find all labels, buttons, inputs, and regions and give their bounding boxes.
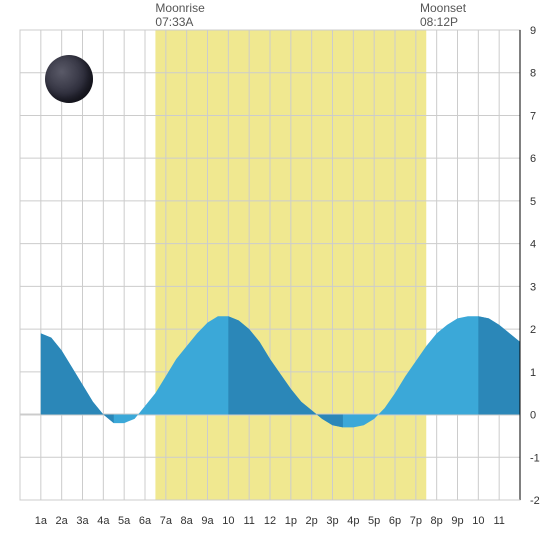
y-tick-label: 1: [530, 367, 536, 379]
y-tick-label: 3: [530, 281, 536, 293]
y-tick-label: 5: [530, 196, 536, 208]
x-tick-label: 1a: [35, 515, 48, 527]
y-tick-label: 7: [530, 110, 536, 122]
x-tick-label: 10: [472, 515, 484, 527]
x-tick-label: 12: [264, 515, 276, 527]
y-tick-label: 6: [530, 153, 536, 165]
annotation-value: 07:33A: [155, 15, 193, 29]
x-tick-label: 6p: [389, 515, 401, 527]
x-tick-label: 5a: [118, 515, 131, 527]
y-tick-label: 9: [530, 25, 536, 37]
annotation-label: Moonset: [420, 1, 467, 15]
x-tick-label: 11: [243, 515, 254, 527]
y-tick-label: -2: [530, 495, 540, 507]
y-tick-label: -1: [530, 452, 540, 464]
x-tick-label: 6a: [139, 515, 152, 527]
x-tick-label: 4p: [347, 515, 359, 527]
x-tick-label: 7a: [160, 515, 173, 527]
y-tick-label: 0: [530, 410, 536, 422]
y-tick-label: 2: [530, 324, 536, 336]
annotation-value: 08:12P: [420, 15, 458, 29]
tide-chart: -2-101234567891a2a3a4a5a6a7a8a9a1011121p…: [0, 0, 550, 550]
moon-phase-icon: [45, 55, 93, 103]
annotation-label: Moonrise: [155, 1, 205, 15]
x-tick-label: 7p: [410, 515, 422, 527]
y-tick-label: 4: [530, 239, 536, 251]
x-tick-label: 2a: [56, 515, 69, 527]
x-tick-label: 9a: [201, 515, 214, 527]
x-tick-label: 8p: [431, 515, 443, 527]
x-tick-label: 3p: [326, 515, 338, 527]
x-tick-label: 5p: [368, 515, 380, 527]
x-tick-label: 2p: [306, 515, 318, 527]
x-tick-label: 9p: [451, 515, 463, 527]
x-tick-label: 8a: [181, 515, 194, 527]
x-tick-label: 10: [222, 515, 234, 527]
x-tick-label: 1p: [285, 515, 297, 527]
x-tick-label: 3a: [76, 515, 89, 527]
y-tick-label: 8: [530, 68, 536, 80]
x-tick-label: 11: [493, 515, 504, 527]
x-tick-label: 4a: [97, 515, 110, 527]
